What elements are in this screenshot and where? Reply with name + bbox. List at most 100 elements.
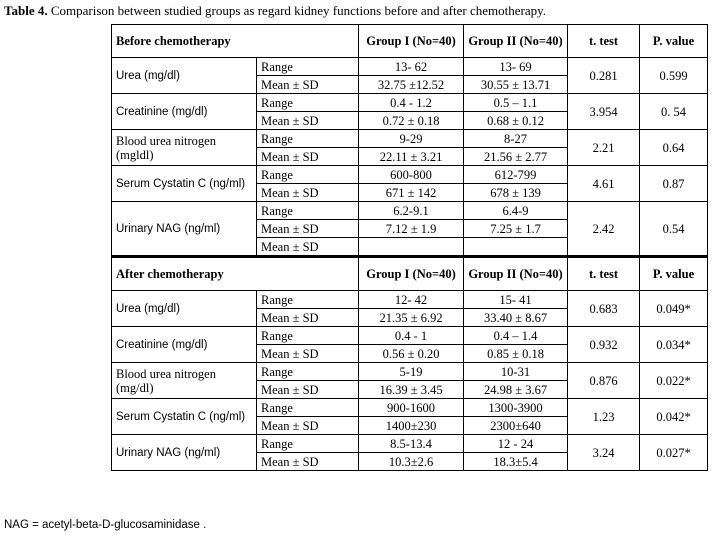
after-group2-header: Group II (No=40)	[463, 255, 569, 291]
parameter-cell: Serum Cystatin C (ng/ml)	[111, 398, 257, 435]
group1-value-cell: 0.56 ± 0.20	[358, 344, 465, 363]
t-test-cell: 2.21	[567, 129, 641, 166]
table-row: Serum Cystatin C (ng/ml) Range 600-800 612-…	[111, 165, 709, 202]
group2-value-cell: 18.3±5.4	[463, 452, 569, 471]
group2-value-cell: 6.4-9	[463, 201, 569, 220]
table-caption-label: Table 4.	[4, 3, 48, 18]
before-section-title: Before chemotherapy	[110, 24, 360, 58]
parameter-cell: Urinary NAG (ng/ml)	[111, 434, 257, 471]
table-row: Blood urea nitrogen (mg/dl) Range 5-19 10-3…	[111, 362, 709, 399]
table-row: Mean ± SD 0.72 ± 0.18 0.68 ± 0.12	[112, 111, 708, 130]
statistic-label-cell: Mean ± SD	[255, 344, 360, 363]
group1-value-cell: 22.11 ± 3.21	[358, 147, 465, 166]
parameter-cell: Serum Cystatin C (ng/ml)	[111, 165, 257, 202]
t-test-cell: 1.23	[567, 398, 641, 435]
parameter-cell: Urea (mg/dl)	[111, 57, 257, 94]
p-value-cell: 0.54	[639, 201, 709, 257]
group1-value-cell: 16.39 ± 3.45	[358, 380, 465, 399]
statistic-label-cell: Mean ± SD	[255, 111, 360, 130]
group1-value-cell: 5-19	[358, 362, 465, 381]
table-row: Urea (mg/dl) Range 12- 42 15- 41 0.683 0.049*	[111, 290, 709, 327]
parameter-cell: Urinary NAG (ng/ml)	[111, 201, 257, 257]
group2-value-cell: 678 ± 139	[463, 183, 569, 202]
table-row: Mean ± SD 21.35 ± 6.92 33.40 ± 8.67	[112, 308, 708, 327]
group2-value-cell: 0.85 ± 0.18	[463, 344, 569, 363]
after-group1-header: Group I (No=40)	[358, 255, 465, 291]
statistic-label-cell: Mean ± SD	[255, 75, 360, 94]
group1-value-cell: 6.2-9.1	[358, 201, 465, 220]
statistic-label-cell: Mean ± SD	[255, 452, 360, 471]
parameter-cell: Blood urea nitrogen (mg/dl)	[111, 362, 257, 399]
kidney-function-table: Before chemotherapy Group I (No=40) Group …	[110, 24, 709, 471]
t-test-cell: 0.932	[567, 326, 641, 363]
statistic-label-cell: Mean ± SD	[255, 380, 360, 399]
t-test-cell: 3.24	[567, 434, 641, 471]
parameter-cell: Blood urea nitrogen (mgldl)	[111, 129, 257, 166]
t-test-cell: 0.281	[567, 57, 641, 94]
after-t-test-header: t. test	[567, 255, 641, 291]
statistic-label-cell: Mean ± SD	[255, 219, 360, 238]
group1-value-cell	[358, 237, 465, 257]
before-header-row: Before chemotherapy Group I (No=40) Group …	[110, 24, 709, 58]
p-value-cell: 0. 54	[639, 93, 709, 130]
before-group2-header: Group II (No=40)	[463, 24, 569, 58]
group1-value-cell: 8.5-13.4	[358, 434, 465, 453]
table-row: Blood urea nitrogen (mgldl) Range 9-29 8-27…	[111, 129, 709, 166]
t-test-cell: 2.42	[567, 201, 641, 257]
statistic-label-cell: Range	[255, 57, 360, 76]
table-row: Creatinine (mg/dl) Range 0.4 - 1.2 0.5 – 1.…	[111, 93, 709, 130]
group2-value-cell: 10-31	[463, 362, 569, 381]
table-footnote: NAG = acetyl-beta-D-glucosaminidase .	[4, 519, 207, 531]
table-row: Urinary NAG (ng/ml) Range 6.2-9.1 6.4-9 2.42…	[111, 201, 709, 257]
table-row: Mean ± SD 0.56 ± 0.20 0.85 ± 0.18	[112, 344, 708, 363]
table-row: Urinary NAG (ng/ml) Range 8.5-13.4 12 - 24 3…	[111, 434, 709, 471]
statistic-label-cell: Range	[255, 434, 360, 453]
group2-value-cell: 0.4 – 1.4	[463, 326, 569, 345]
table-row: Serum Cystatin C (ng/ml) Range 900-1600 130…	[111, 398, 709, 435]
before-p-value-header: P. value	[639, 24, 709, 58]
t-test-cell: 4.61	[567, 165, 641, 202]
p-value-cell: 0.034*	[639, 326, 709, 363]
group1-value-cell: 7.12 ± 1.9	[358, 219, 465, 238]
statistic-label-cell: Range	[255, 201, 360, 220]
before-t-test-header: t. test	[567, 24, 641, 58]
after-header-row: After chemotherapy Group I (No=40) Group I…	[110, 255, 709, 291]
group2-value-cell: 0.5 – 1.1	[463, 93, 569, 112]
statistic-label-cell: Range	[255, 290, 360, 309]
group2-value-cell: 2300±640	[463, 416, 569, 435]
p-value-cell: 0.022*	[639, 362, 709, 399]
group1-value-cell: 12- 42	[358, 290, 465, 309]
before-group1-header: Group I (No=40)	[358, 24, 465, 58]
table-caption-text: Comparison between studied groups as reg…	[47, 3, 547, 18]
t-test-cell: 0.683	[567, 290, 641, 327]
group1-value-cell: 32.75 ±12.52	[358, 75, 465, 94]
group1-value-cell: 13- 62	[358, 57, 465, 76]
statistic-label-cell: Mean ± SD	[255, 237, 360, 257]
group2-value-cell: 13- 69	[463, 57, 569, 76]
group1-value-cell: 1400±230	[358, 416, 465, 435]
p-value-cell: 0.64	[639, 129, 709, 166]
group2-value-cell: 12 - 24	[463, 434, 569, 453]
statistic-label-cell: Range	[255, 165, 360, 184]
group1-value-cell: 671 ± 142	[358, 183, 465, 202]
after-p-value-header: P. value	[639, 255, 709, 291]
group2-value-cell: 15- 41	[463, 290, 569, 309]
table-caption: Table 4. Comparison between studied grou…	[4, 3, 546, 19]
statistic-label-cell: Mean ± SD	[255, 183, 360, 202]
p-value-cell: 0.027*	[639, 434, 709, 471]
group1-value-cell: 600-800	[358, 165, 465, 184]
p-value-cell: 0.87	[639, 165, 709, 202]
group2-value-cell: 33.40 ± 8.67	[463, 308, 569, 327]
p-value-cell: 0.042*	[639, 398, 709, 435]
group2-value-cell: 8-27	[463, 129, 569, 148]
group1-value-cell: 0.4 - 1.2	[358, 93, 465, 112]
statistic-label-cell: Mean ± SD	[255, 308, 360, 327]
p-value-cell: 0.049*	[639, 290, 709, 327]
t-test-cell: 3.954	[567, 93, 641, 130]
table-row: Mean ± SD 671 ± 142 678 ± 139	[112, 183, 708, 202]
group1-value-cell: 0.4 - 1	[358, 326, 465, 345]
statistic-label-cell: Range	[255, 362, 360, 381]
group1-value-cell: 10.3±2.6	[358, 452, 465, 471]
group2-value-cell: 21.56 ± 2.77	[463, 147, 569, 166]
group2-value-cell: 0.68 ± 0.12	[463, 111, 569, 130]
